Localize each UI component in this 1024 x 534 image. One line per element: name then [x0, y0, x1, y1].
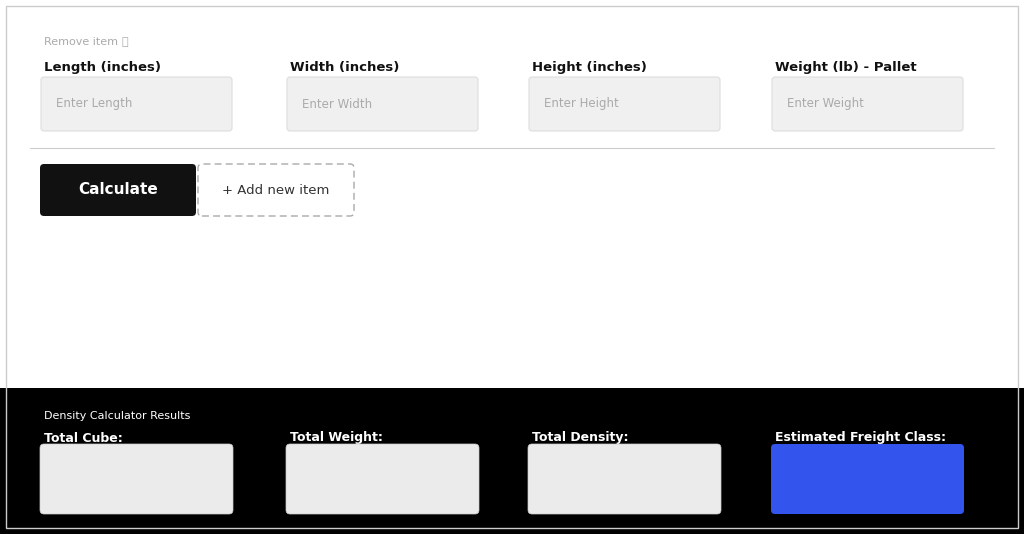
FancyBboxPatch shape — [771, 444, 964, 514]
FancyBboxPatch shape — [41, 77, 232, 131]
FancyBboxPatch shape — [528, 444, 721, 514]
FancyBboxPatch shape — [40, 164, 196, 216]
Text: Enter Width: Enter Width — [302, 98, 372, 111]
FancyBboxPatch shape — [198, 164, 354, 216]
FancyBboxPatch shape — [529, 77, 720, 131]
Text: Weight (lb) - Pallet: Weight (lb) - Pallet — [775, 61, 916, 75]
Text: Total Weight:: Total Weight: — [290, 431, 383, 444]
Text: Total Cube:: Total Cube: — [44, 431, 123, 444]
Text: Length (inches): Length (inches) — [44, 61, 161, 75]
FancyBboxPatch shape — [286, 444, 479, 514]
FancyBboxPatch shape — [287, 77, 478, 131]
Text: + Add new item: + Add new item — [222, 184, 330, 197]
FancyBboxPatch shape — [40, 444, 233, 514]
FancyBboxPatch shape — [772, 77, 963, 131]
Text: Density Calculator Results: Density Calculator Results — [44, 411, 190, 421]
Text: Enter Length: Enter Length — [56, 98, 132, 111]
Text: Total Density:: Total Density: — [532, 431, 629, 444]
Text: Enter Weight: Enter Weight — [787, 98, 864, 111]
Text: Remove item: Remove item — [44, 37, 118, 47]
Bar — [0, 0, 1024, 388]
Text: Estimated Freight Class:: Estimated Freight Class: — [775, 431, 946, 444]
Text: Width (inches): Width (inches) — [290, 61, 399, 75]
Bar — [0, 388, 1024, 534]
Text: Enter Height: Enter Height — [544, 98, 618, 111]
Text: 🗑: 🗑 — [122, 37, 129, 47]
Text: Calculate: Calculate — [78, 183, 158, 198]
Text: Height (inches): Height (inches) — [532, 61, 647, 75]
